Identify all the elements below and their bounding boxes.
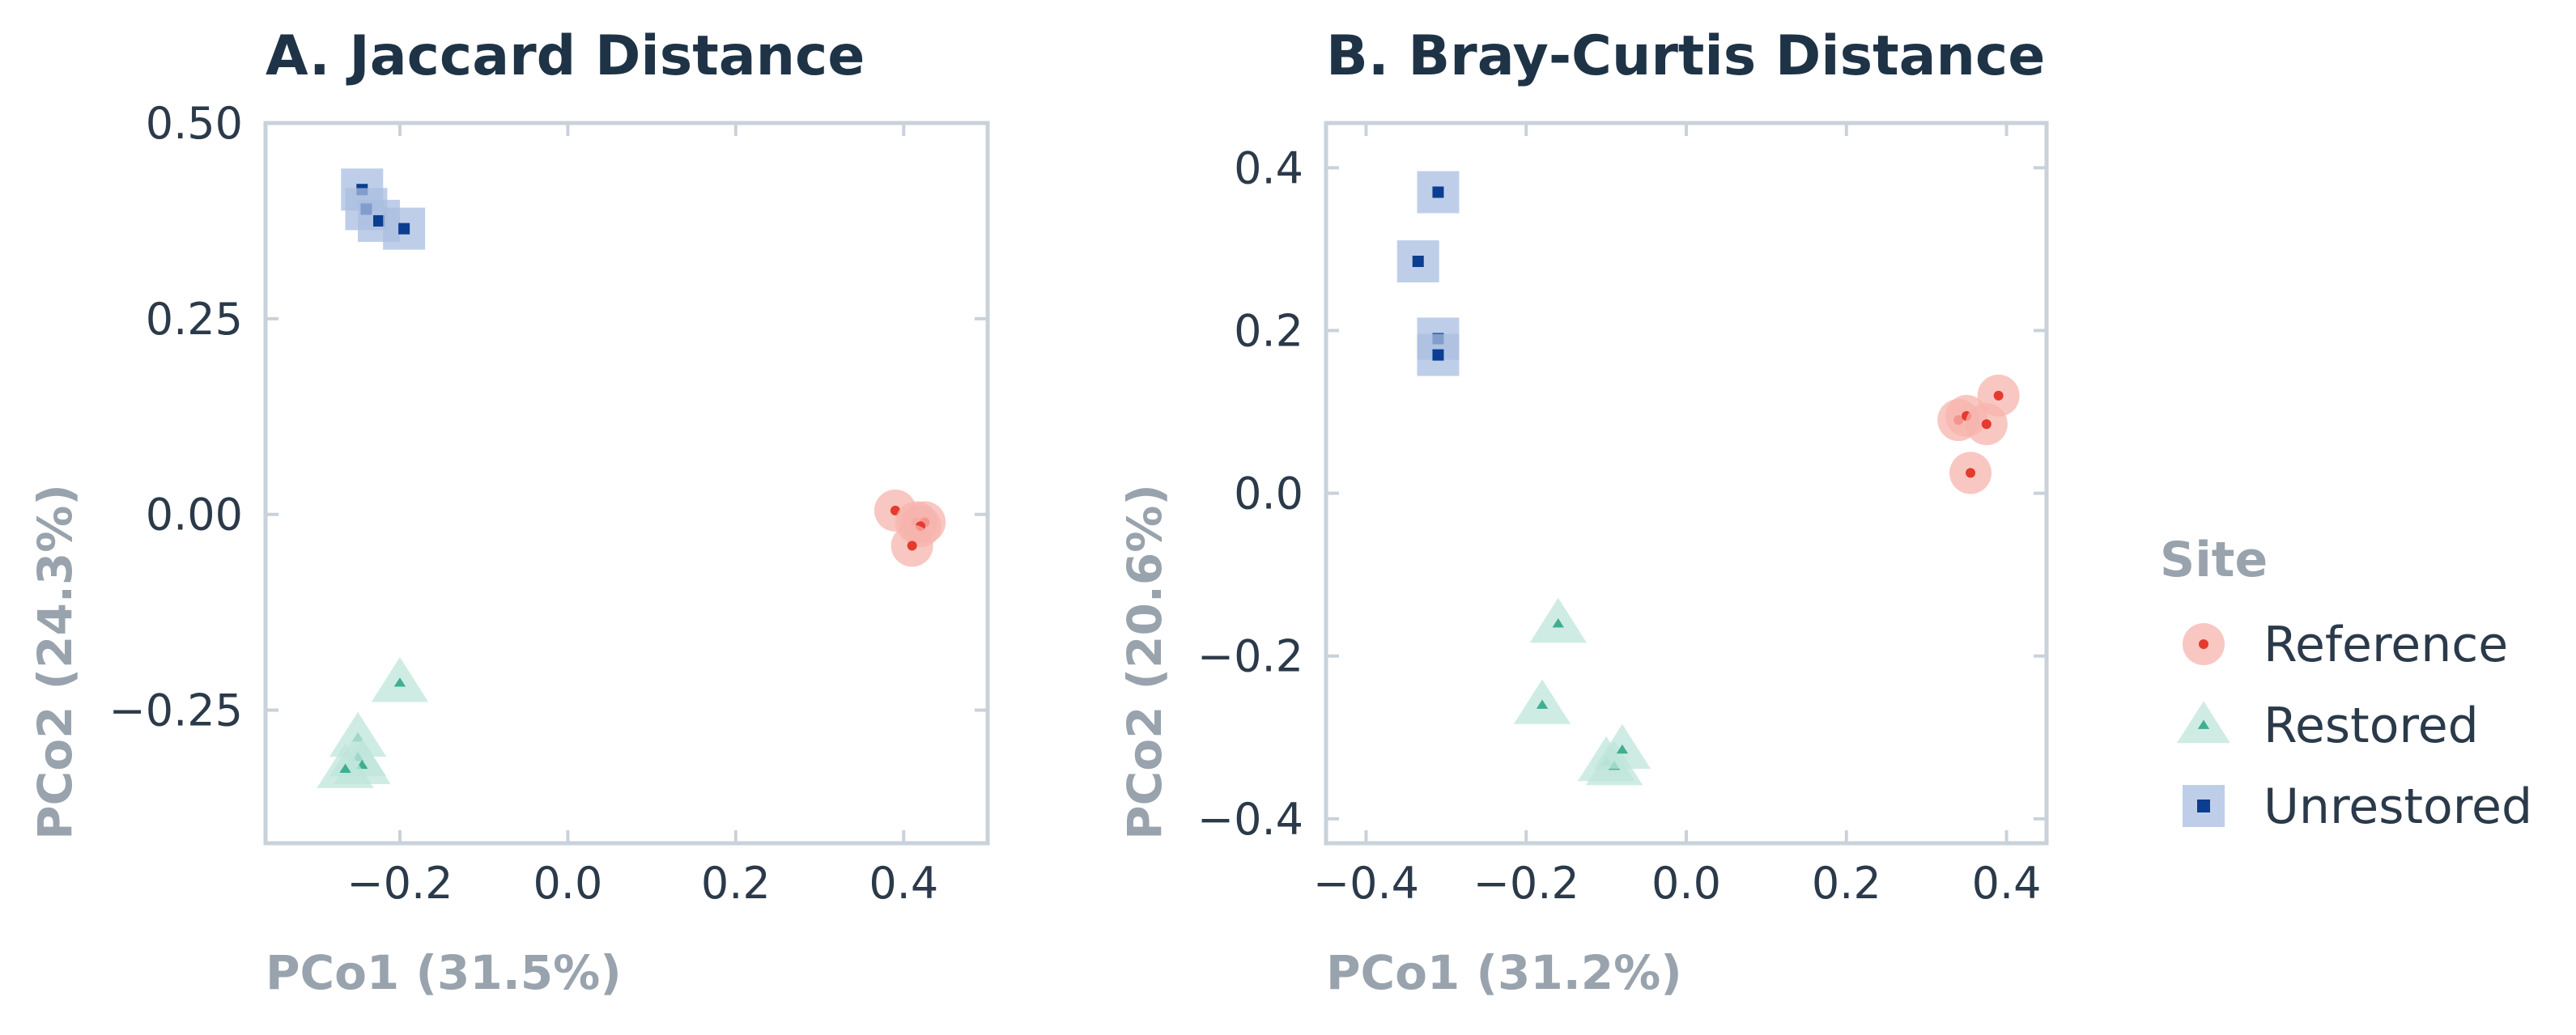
legend-label-reference: Reference xyxy=(2264,617,2508,673)
panel-b-y-tick-label: 0.4 xyxy=(1234,142,1303,193)
panel-b-point-restored xyxy=(1513,679,1571,724)
panel-a-y-tick-label: 0.50 xyxy=(146,98,243,149)
panel-b-x-tick-label: −0.2 xyxy=(1473,858,1579,909)
legend: Site Reference Restored Unrestored xyxy=(2160,532,2532,835)
panel-b-point-reference xyxy=(1949,452,1992,494)
panel-a-x-axis-title: PCo1 (31.5%) xyxy=(266,945,622,1000)
panel-b-x-axis-title: PCo1 (31.2%) xyxy=(1326,945,1682,1000)
panel-a-point-unrestored xyxy=(383,207,426,250)
panel-b-x-tick-label: −0.4 xyxy=(1313,858,1419,909)
panel-b-y-axis-title: PCo2 (20.6%) xyxy=(1117,484,1172,840)
panel-a-title: A. Jaccard Distance xyxy=(266,24,865,88)
panel-a-ticks: −0.2 0.0 0.2 0.4 −0.25 0.00 0.25 0.50 xyxy=(109,98,988,909)
panel-b-point-reference xyxy=(1977,374,2020,417)
panel-a-plot-frame xyxy=(263,121,990,846)
panel-b-ticks: −0.4 −0.2 0.0 0.2 0.4 −0.4 −0.2 0.0 0.2 0.4 xyxy=(1197,123,2047,909)
panel-a-x-tick-label: 0.2 xyxy=(701,858,771,909)
legend-key-reference xyxy=(2183,623,2225,665)
panel-b-x-tick-label: 0.2 xyxy=(1812,858,1881,909)
panel-b-plot-frame xyxy=(1324,121,2049,846)
panel-a-x-tick-label: 0.4 xyxy=(869,858,938,909)
panel-b-point-unrestored xyxy=(1417,333,1460,376)
panel-b-point-unrestored xyxy=(1417,171,1460,214)
panel-a-point-restored xyxy=(371,657,429,702)
panel-a-points xyxy=(317,168,946,788)
panel-b-y-tick-label: −0.4 xyxy=(1197,794,1303,845)
panel-b-point-unrestored xyxy=(1396,240,1439,282)
panel-b-y-tick-label: −0.2 xyxy=(1197,631,1303,682)
panel-b-bray-curtis: B. Bray-Curtis Distance −0.4 −0.2 0.0 0.2 0.… xyxy=(1117,24,2049,1000)
panel-b-x-tick-label: 0.0 xyxy=(1651,858,1721,909)
panel-a-y-tick-label: 0.25 xyxy=(146,294,243,345)
legend-label-unrestored: Unrestored xyxy=(2264,778,2532,835)
panel-a-point-reference xyxy=(891,524,933,567)
panel-b-x-tick-label: 0.4 xyxy=(1972,858,2042,909)
legend-key-unrestored xyxy=(2183,785,2225,827)
panel-a-y-tick-label: −0.25 xyxy=(109,685,243,736)
legend-key-restored xyxy=(2177,701,2230,744)
panel-b-title: B. Bray-Curtis Distance xyxy=(1326,24,2045,88)
panel-a-x-tick-label: 0.0 xyxy=(533,858,602,909)
panel-b-points xyxy=(1396,171,2020,786)
panel-b-y-tick-label: 0.2 xyxy=(1234,305,1303,356)
panel-a-x-tick-label: −0.2 xyxy=(346,858,453,909)
panel-b-y-tick-label: 0.0 xyxy=(1234,469,1303,520)
legend-items: Reference Restored Unrestored xyxy=(2177,617,2532,835)
panel-a-y-axis-title: PCo2 (24.3%) xyxy=(28,484,83,840)
panel-b-point-restored xyxy=(1593,723,1651,770)
legend-title: Site xyxy=(2160,532,2268,588)
legend-label-restored: Restored xyxy=(2264,698,2479,754)
panel-a-point-restored xyxy=(317,743,374,788)
panel-a-y-tick-label: 0.00 xyxy=(146,490,243,541)
panel-a-jaccard: A. Jaccard Distance −0.2 0.0 0.2 0.4 −0.25 0.… xyxy=(28,24,990,1000)
panel-b-point-restored xyxy=(1529,597,1587,643)
